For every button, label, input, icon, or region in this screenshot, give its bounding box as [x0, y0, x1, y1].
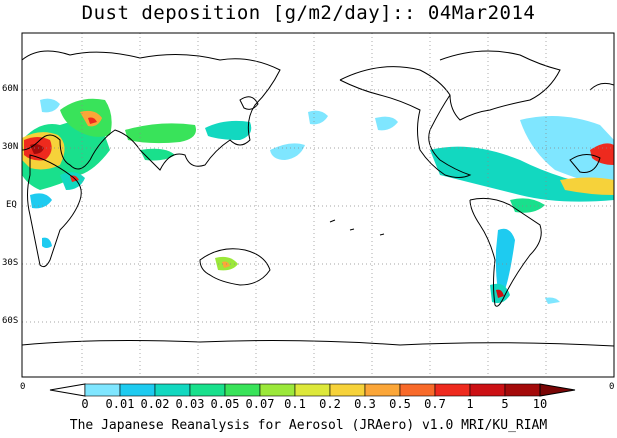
- colorbar-arrow-low: [49, 383, 86, 397]
- colorbar-tick-label: 0.03: [175, 397, 205, 411]
- lat-label-60n: 60N: [2, 84, 19, 94]
- dust-shading: [22, 98, 614, 304]
- colorbar-tick-label: 0.1: [284, 397, 306, 411]
- lon-label-right: 0: [609, 382, 615, 392]
- colorbar-box: [189, 383, 226, 397]
- colorbar-tick-label: 0.5: [389, 397, 411, 411]
- colorbar-tick-label: 10: [532, 397, 548, 411]
- lat-label-30s: 30S: [2, 258, 19, 268]
- lon-label-left: 0: [20, 382, 26, 392]
- colorbar-box: [504, 383, 541, 397]
- colorbar-box: [294, 383, 331, 397]
- colorbar-tick-label: 0.3: [354, 397, 376, 411]
- colorbar-tick-label: 0.7: [424, 397, 446, 411]
- colorbar-tick-label: 0.05: [210, 397, 240, 411]
- colorbar-arrow-high: [539, 383, 576, 397]
- map-frame: [21, 32, 615, 378]
- map-title: Dust deposition [g/m2/day]:: 04Mar2014: [81, 2, 536, 24]
- colorbar-tick-label: 0.2: [319, 397, 341, 411]
- colorbar-box: [469, 383, 506, 397]
- colorbar-box: [399, 383, 436, 397]
- colorbar: [49, 383, 576, 397]
- coastlines: [22, 50, 614, 347]
- colorbar-box: [224, 383, 261, 397]
- colorbar-tick-label: 1: [466, 397, 474, 411]
- colorbar-box: [364, 383, 401, 397]
- colorbar-tick-label: 5: [501, 397, 509, 411]
- colorbar-box: [84, 383, 121, 397]
- colorbar-box: [259, 383, 296, 397]
- colorbar-box: [329, 383, 366, 397]
- colorbar-box: [434, 383, 471, 397]
- graticule: [22, 33, 614, 377]
- colorbar-tick-label: 0.07: [245, 397, 275, 411]
- colorbar-tick-label: 0.01: [105, 397, 135, 411]
- colorbar-tick-label: 0.02: [140, 397, 170, 411]
- colorbar-box: [154, 383, 191, 397]
- lat-label-eq: EQ: [6, 200, 17, 210]
- colorbar-box: [119, 383, 156, 397]
- lat-label-30n: 30N: [2, 142, 19, 152]
- footer-credit: The Japanese Reanalysis for Aerosol (JRA…: [69, 418, 548, 433]
- lat-label-60s: 60S: [2, 316, 19, 326]
- colorbar-tick-label: 0: [81, 397, 89, 411]
